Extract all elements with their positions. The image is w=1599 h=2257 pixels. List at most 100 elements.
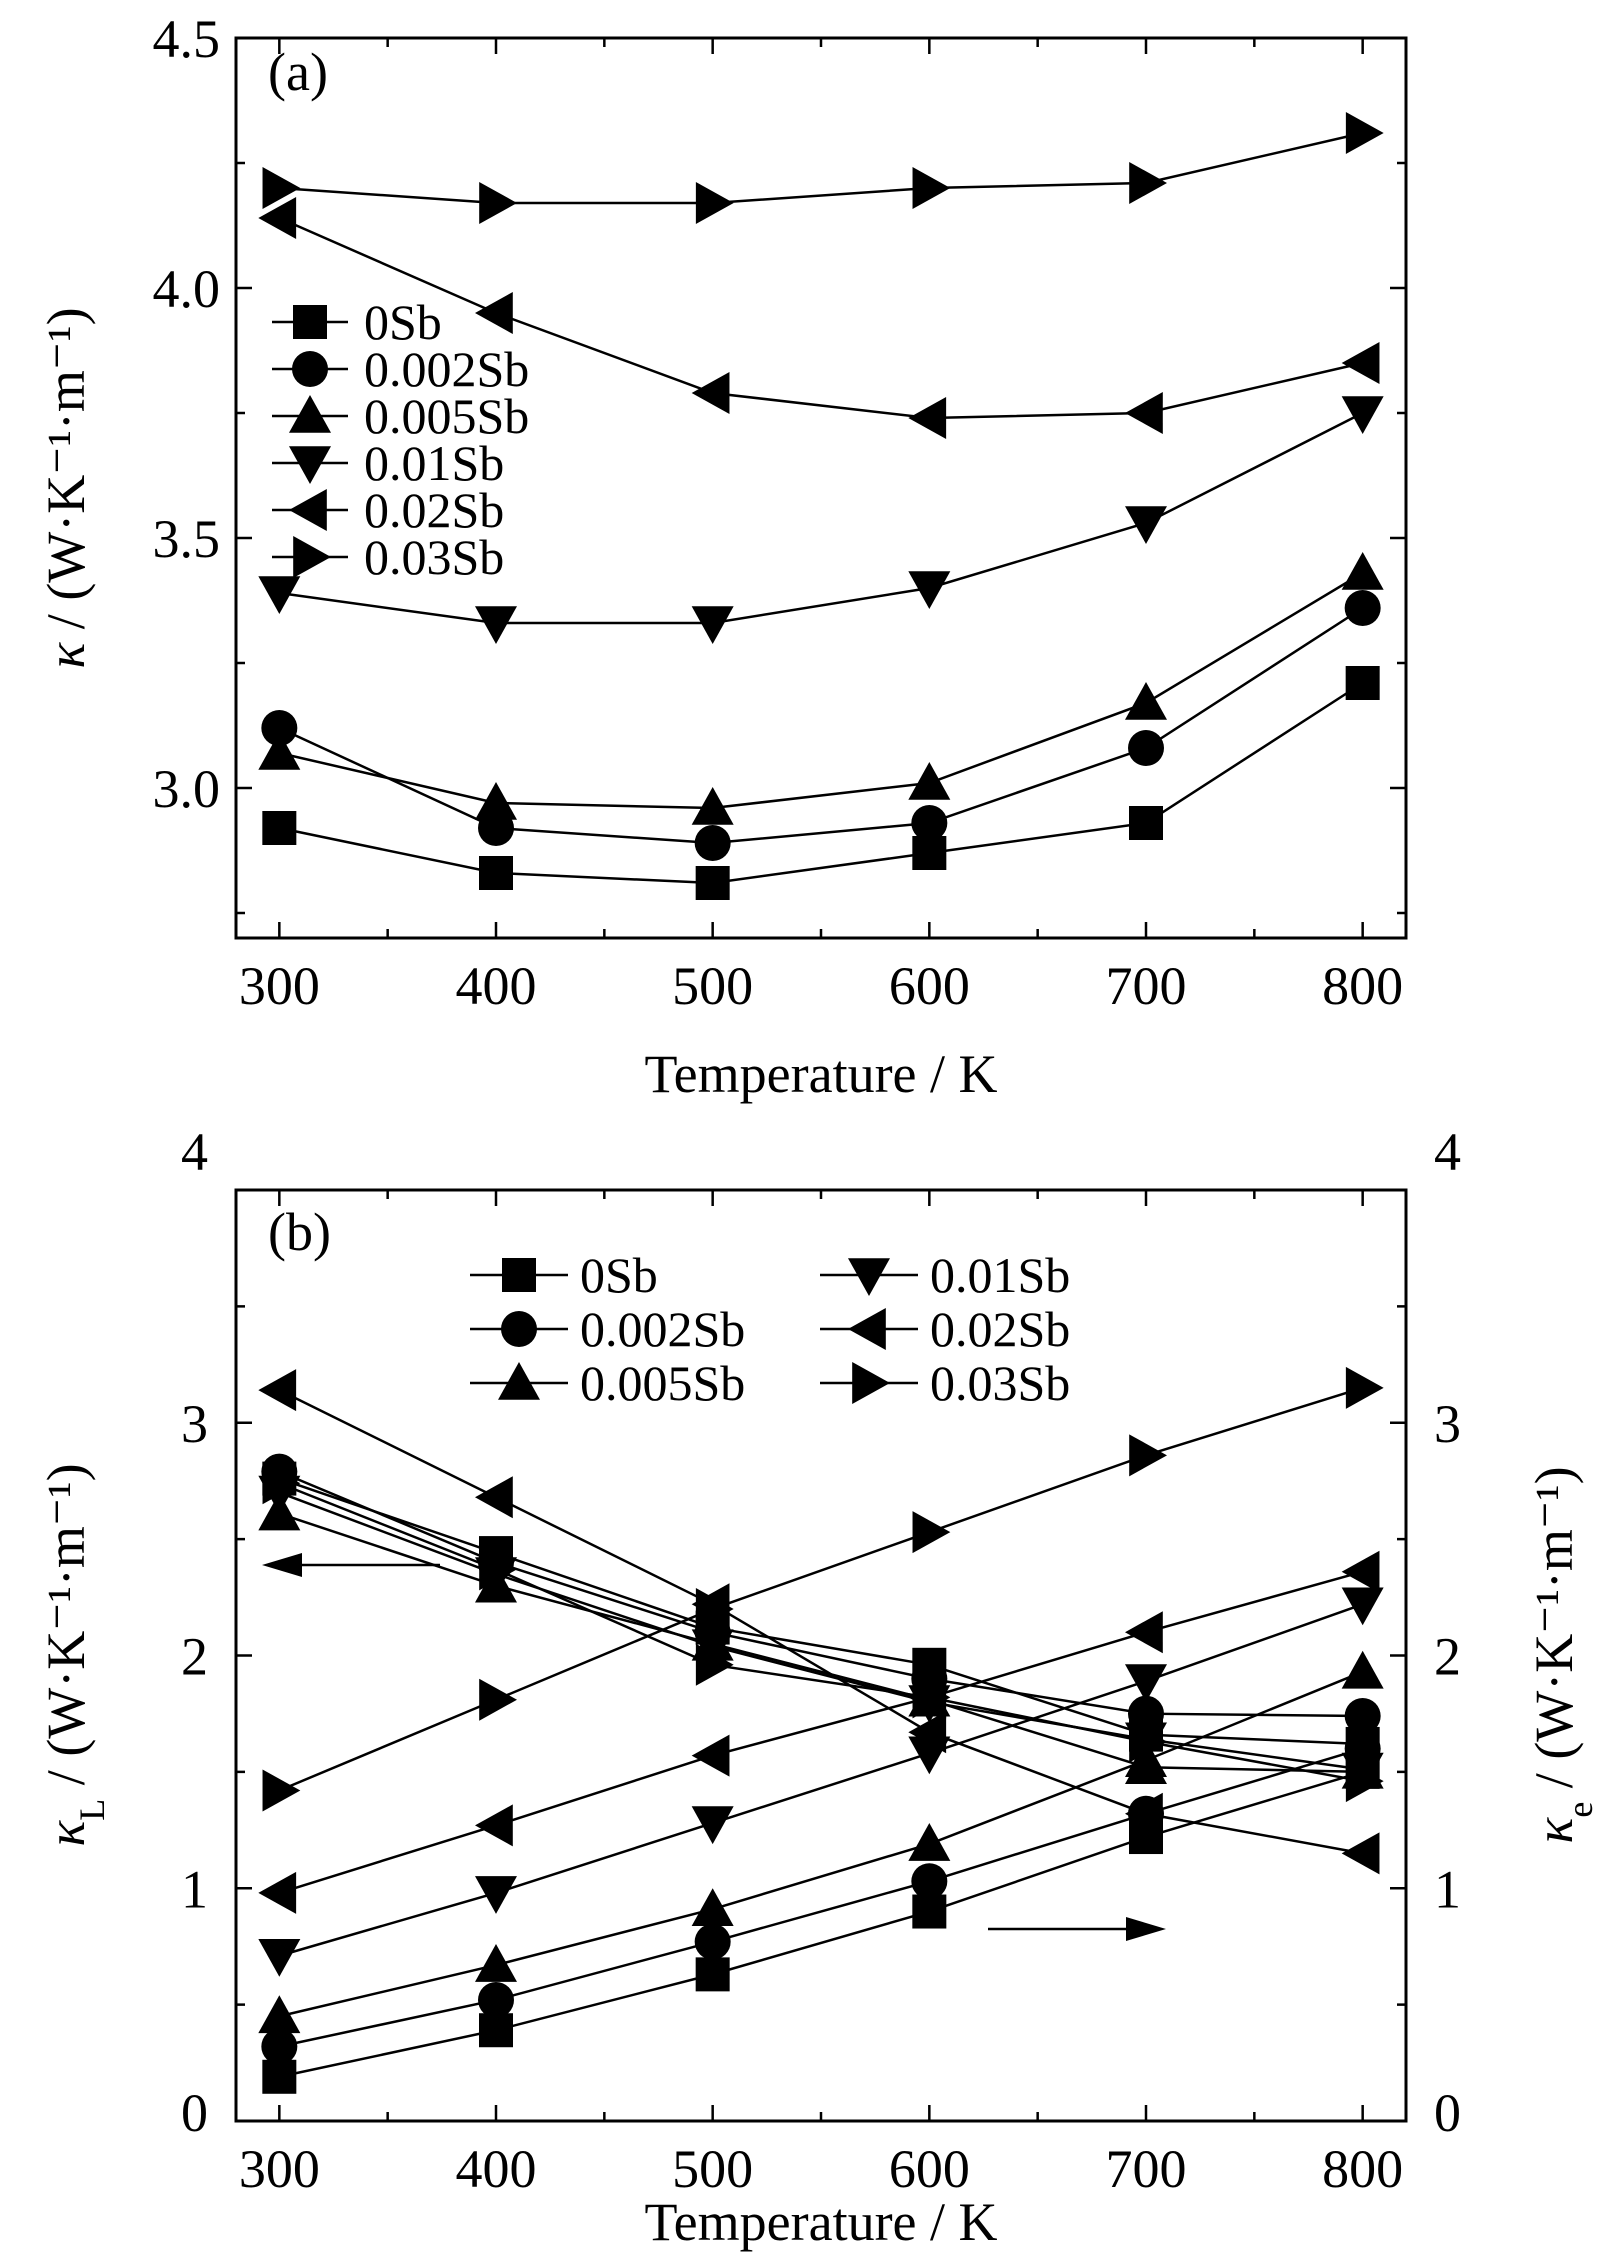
panel-b-data-point — [258, 1871, 297, 1914]
panel-b-data-point — [475, 1876, 517, 1914]
panel-b-data-point — [262, 1462, 301, 1505]
panel-a-x-tick-label: 700 — [1106, 956, 1187, 1016]
panel-a-data-point — [1129, 806, 1163, 840]
panel-a-series-line — [278, 216, 1363, 420]
panel-b-right-y-tick-label: 3 — [1434, 1394, 1461, 1454]
panel-b-data-point — [1125, 1792, 1163, 1835]
panel-b-right-y-tick-label: 0 — [1434, 2083, 1461, 2143]
panel-a-legend-marker — [289, 446, 331, 484]
panel-a-tick-labels: 300 400 500 600 700 800 3.0 3.5 4.0 4.5 — [153, 9, 1404, 1016]
panel-b-data-point — [1341, 1587, 1384, 1626]
panel-b-series-0Sb-kappa_L — [262, 1461, 1380, 1761]
panel-b-data-point — [475, 1944, 517, 1982]
panel-a-legend-entry: 0.002Sb — [272, 341, 529, 397]
panel-b-left-y-tick-label: 3 — [181, 1394, 208, 1454]
panel-a-legend-label: 0Sb — [364, 294, 442, 350]
panel-b-data-point — [479, 2013, 513, 2048]
panel-b-series-line — [278, 1491, 1363, 1771]
panel-b-data-point — [1125, 1611, 1163, 1654]
panel-b-legend-marker — [848, 1308, 886, 1350]
panel-a-x-tick-label: 500 — [672, 956, 753, 1016]
panel-a-data-point — [908, 762, 951, 800]
panel-b-series-line — [278, 1470, 1363, 1718]
panel-b-data-point — [691, 1888, 734, 1926]
panel-b-data-point — [911, 1863, 948, 1900]
panel-a-y-axis-symbol: κ — [36, 642, 96, 669]
panel-a-data-point — [258, 197, 297, 239]
panel-b-left-y-tick-label: 4 — [181, 1122, 208, 1182]
panel-b-data-point — [1341, 1550, 1380, 1593]
panel-b-right-y-axis-label: κe / (W·K⁻¹·m⁻¹) — [1524, 1466, 1599, 1843]
panel-b-left-y-axis-subscript: L — [72, 1799, 112, 1821]
panel-b-x-tick-label: 700 — [1106, 2139, 1187, 2199]
panel-a-legend-entry: 0.01Sb — [272, 435, 504, 491]
panel-b-legend-marker — [502, 1258, 536, 1292]
panel-a-series-line — [279, 571, 1364, 810]
panel-b-data-point — [475, 1476, 513, 1519]
panel-b-left-y-tick-label: 1 — [181, 1859, 208, 1919]
panel-b-legend-entry: 0.005Sb — [470, 1355, 745, 1411]
panel-a-series-0.03Sb — [262, 112, 1384, 224]
panel-b-series-0.005Sb-kappa_e — [258, 1650, 1384, 2034]
panel-b-data-point — [1125, 1746, 1167, 1785]
panel-b-legend-marker — [848, 1258, 890, 1296]
panel-a-data-point — [262, 811, 297, 845]
panel-b-data-point — [691, 1806, 734, 1845]
panel-b-legend-label: 0Sb — [580, 1247, 658, 1303]
panel-a-series-0.002Sb — [261, 590, 1381, 861]
panel-b-legend-entry: 0.03Sb — [820, 1355, 1070, 1411]
panel-b-legend-marker — [498, 1362, 540, 1400]
panel-b-ticks — [236, 1188, 1406, 2123]
panel-a-data-point — [1341, 342, 1380, 384]
panel-b-data-point — [1341, 1832, 1380, 1875]
panel-a-data-point — [695, 182, 734, 224]
panel-b-data-point — [479, 1548, 517, 1591]
panel-b-data-point — [1344, 1698, 1381, 1735]
panel-a-legend-marker — [289, 489, 327, 531]
panel-b-data-point — [262, 2059, 297, 2094]
panel-b-right-y-tick-label: 1 — [1434, 1859, 1461, 1919]
left-axis-arrow — [262, 1553, 440, 1577]
panel-a-data-point — [258, 576, 301, 614]
panel-a-data-point — [908, 571, 951, 609]
panel-b-data-point — [908, 1711, 947, 1754]
panel-a-data-point — [691, 606, 734, 644]
panel-b-legend-label: 0.02Sb — [930, 1301, 1070, 1357]
panel-b-x-tick-label: 600 — [889, 2139, 970, 2199]
panel-b-data-point — [475, 1804, 513, 1847]
panel-a-legend-label: 0.01Sb — [364, 435, 504, 491]
panel-a-y-tick-label: 3.5 — [153, 509, 221, 569]
panel-a-legend-marker — [292, 351, 328, 387]
panel-b-x-tick-label: 400 — [456, 2139, 537, 2199]
panel-a-series-line — [278, 606, 1364, 845]
panel-b-data-point — [258, 1938, 301, 1977]
panel-a-chart: 300 400 500 600 700 800 3.0 3.5 4.0 4.5 (a) Tempe… — [36, 9, 1408, 1104]
panel-a-data-point — [1125, 506, 1167, 544]
panel-b-data-point — [908, 1823, 951, 1861]
panel-b-series-0.005Sb-kappa_L — [258, 1492, 1384, 1789]
panel-b-series-0.02Sb-kappa_e — [258, 1550, 1380, 1914]
panel-a-data-point — [479, 856, 513, 890]
panel-b-data-point — [695, 1587, 734, 1630]
panel-a-series — [258, 112, 1384, 900]
panel-a-series-line — [279, 681, 1364, 885]
panel-a-data-point — [258, 732, 301, 770]
panel-a-data-point — [475, 782, 517, 820]
panel-a-legend-marker — [293, 536, 331, 578]
panel-a-series-line — [279, 411, 1364, 625]
panel-a-series-0.005Sb — [258, 552, 1384, 825]
panel-a-data-point — [695, 866, 730, 900]
panel-b-data-point — [912, 1676, 951, 1719]
panel-b-x-tick-label: 500 — [672, 2139, 753, 2199]
right-axis-arrow-head — [1126, 1917, 1166, 1941]
panel-b-tick-labels: 300 400 500 600 700 800 0 0 1 1 2 2 3 3 4 4 — [181, 1122, 1461, 2199]
panel-b-series-line — [278, 1603, 1364, 1957]
panel-b-x-axis-label: Temperature / K — [644, 2192, 997, 2252]
panel-b-legend-label: 0.005Sb — [580, 1355, 745, 1411]
panel-b-right-y-tick-label: 2 — [1434, 1627, 1461, 1687]
panel-b-data-point — [912, 1894, 947, 1929]
panel-b-series-line — [278, 1512, 1363, 1774]
panel-a-data-point — [694, 825, 731, 861]
panel-a-series-line — [279, 131, 1363, 205]
